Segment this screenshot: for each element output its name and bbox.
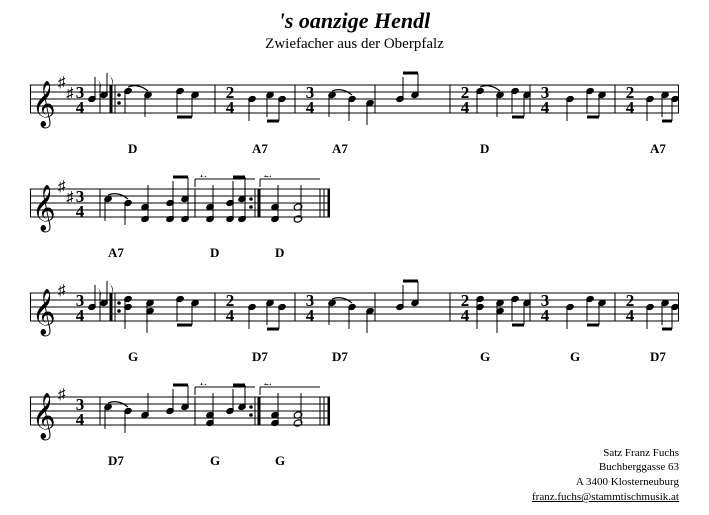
svg-text:4: 4 — [226, 306, 235, 325]
chord-row: A7 D D — [30, 245, 679, 261]
staff-line: 𝄞♯♯341.2. — [30, 175, 679, 245]
staff-svg: 𝄞♯341.2. — [30, 383, 330, 445]
svg-text:4: 4 — [541, 98, 550, 117]
svg-text:𝄞: 𝄞 — [32, 393, 56, 441]
svg-text:♯: ♯ — [58, 387, 66, 403]
chord-symbol: D7 — [108, 453, 124, 469]
chord-symbol: G — [128, 349, 138, 365]
sheet-music-page: 's oanzige Hendl Zwiefacher aus der Ober… — [0, 0, 709, 515]
staves-container: 𝄞♯♯342434243424DA7A7DA7𝄞♯♯341.2.A7DD𝄞♯34… — [0, 71, 709, 469]
chord-symbol: G — [480, 349, 490, 365]
piece-subtitle: Zwiefacher aus der Oberpfalz — [0, 36, 709, 53]
title-block: 's oanzige Hendl Zwiefacher aus der Ober… — [0, 0, 709, 53]
chord-symbol: D7 — [252, 349, 268, 365]
svg-text:𝄞: 𝄞 — [32, 81, 56, 129]
svg-text:1.: 1. — [199, 175, 207, 180]
svg-text:1.: 1. — [199, 383, 207, 388]
staff-svg: 𝄞♯342434243424 — [30, 279, 679, 341]
credits-block: Satz Franz Fuchs Buchberggasse 63 A 3400… — [532, 446, 679, 505]
piece-title: 's oanzige Hendl — [0, 8, 709, 34]
credits-line: Buchberggasse 63 — [532, 460, 679, 475]
chord-symbol: D7 — [650, 349, 666, 365]
svg-text:♯: ♯ — [58, 75, 66, 91]
svg-text:4: 4 — [626, 306, 635, 325]
svg-text:4: 4 — [226, 98, 235, 117]
chord-symbol: A7 — [252, 141, 268, 157]
svg-text:4: 4 — [626, 98, 635, 117]
svg-text:4: 4 — [76, 410, 85, 429]
staff-line: 𝄞♯♯342434243424 — [30, 71, 679, 141]
svg-text:4: 4 — [76, 306, 85, 325]
svg-text:4: 4 — [541, 306, 550, 325]
chord-symbol: D — [275, 245, 284, 261]
chord-symbol: D — [128, 141, 137, 157]
credits-line: Satz Franz Fuchs — [532, 446, 679, 461]
svg-text:𝄞: 𝄞 — [32, 289, 56, 337]
credits-email-link[interactable]: franz.fuchs@stammtischmusik.at — [532, 491, 679, 503]
chord-symbol: D — [210, 245, 219, 261]
staff-svg: 𝄞♯♯342434243424 — [30, 71, 679, 133]
chord-symbol: G — [210, 453, 220, 469]
svg-text:4: 4 — [461, 98, 470, 117]
svg-text:2.: 2. — [264, 175, 272, 180]
chord-row: D A7 A7 D A7 — [30, 141, 679, 157]
svg-text:4: 4 — [306, 306, 315, 325]
chord-symbol: G — [275, 453, 285, 469]
staff-line: 𝄞♯342434243424 — [30, 279, 679, 349]
svg-text:4: 4 — [461, 306, 470, 325]
staff-svg: 𝄞♯♯341.2. — [30, 175, 330, 237]
chord-symbol: D — [480, 141, 489, 157]
chord-symbol: A7 — [332, 141, 348, 157]
svg-text:4: 4 — [76, 98, 85, 117]
chord-symbol: A7 — [650, 141, 666, 157]
chord-row: G D7 D7 G G D7 — [30, 349, 679, 365]
svg-text:4: 4 — [306, 98, 315, 117]
svg-text:♯: ♯ — [58, 283, 66, 299]
credits-line: A 3400 Klosterneuburg — [532, 475, 679, 490]
svg-text:♯: ♯ — [58, 179, 66, 195]
svg-text:♯: ♯ — [66, 190, 74, 206]
staff-line: 𝄞♯341.2. — [30, 383, 679, 453]
svg-text:𝄞: 𝄞 — [32, 185, 56, 233]
svg-text:2.: 2. — [264, 383, 272, 388]
chord-symbol: D7 — [332, 349, 348, 365]
chord-symbol: A7 — [108, 245, 124, 261]
svg-text:♯: ♯ — [66, 86, 74, 102]
chord-symbol: G — [570, 349, 580, 365]
svg-text:4: 4 — [76, 202, 85, 221]
